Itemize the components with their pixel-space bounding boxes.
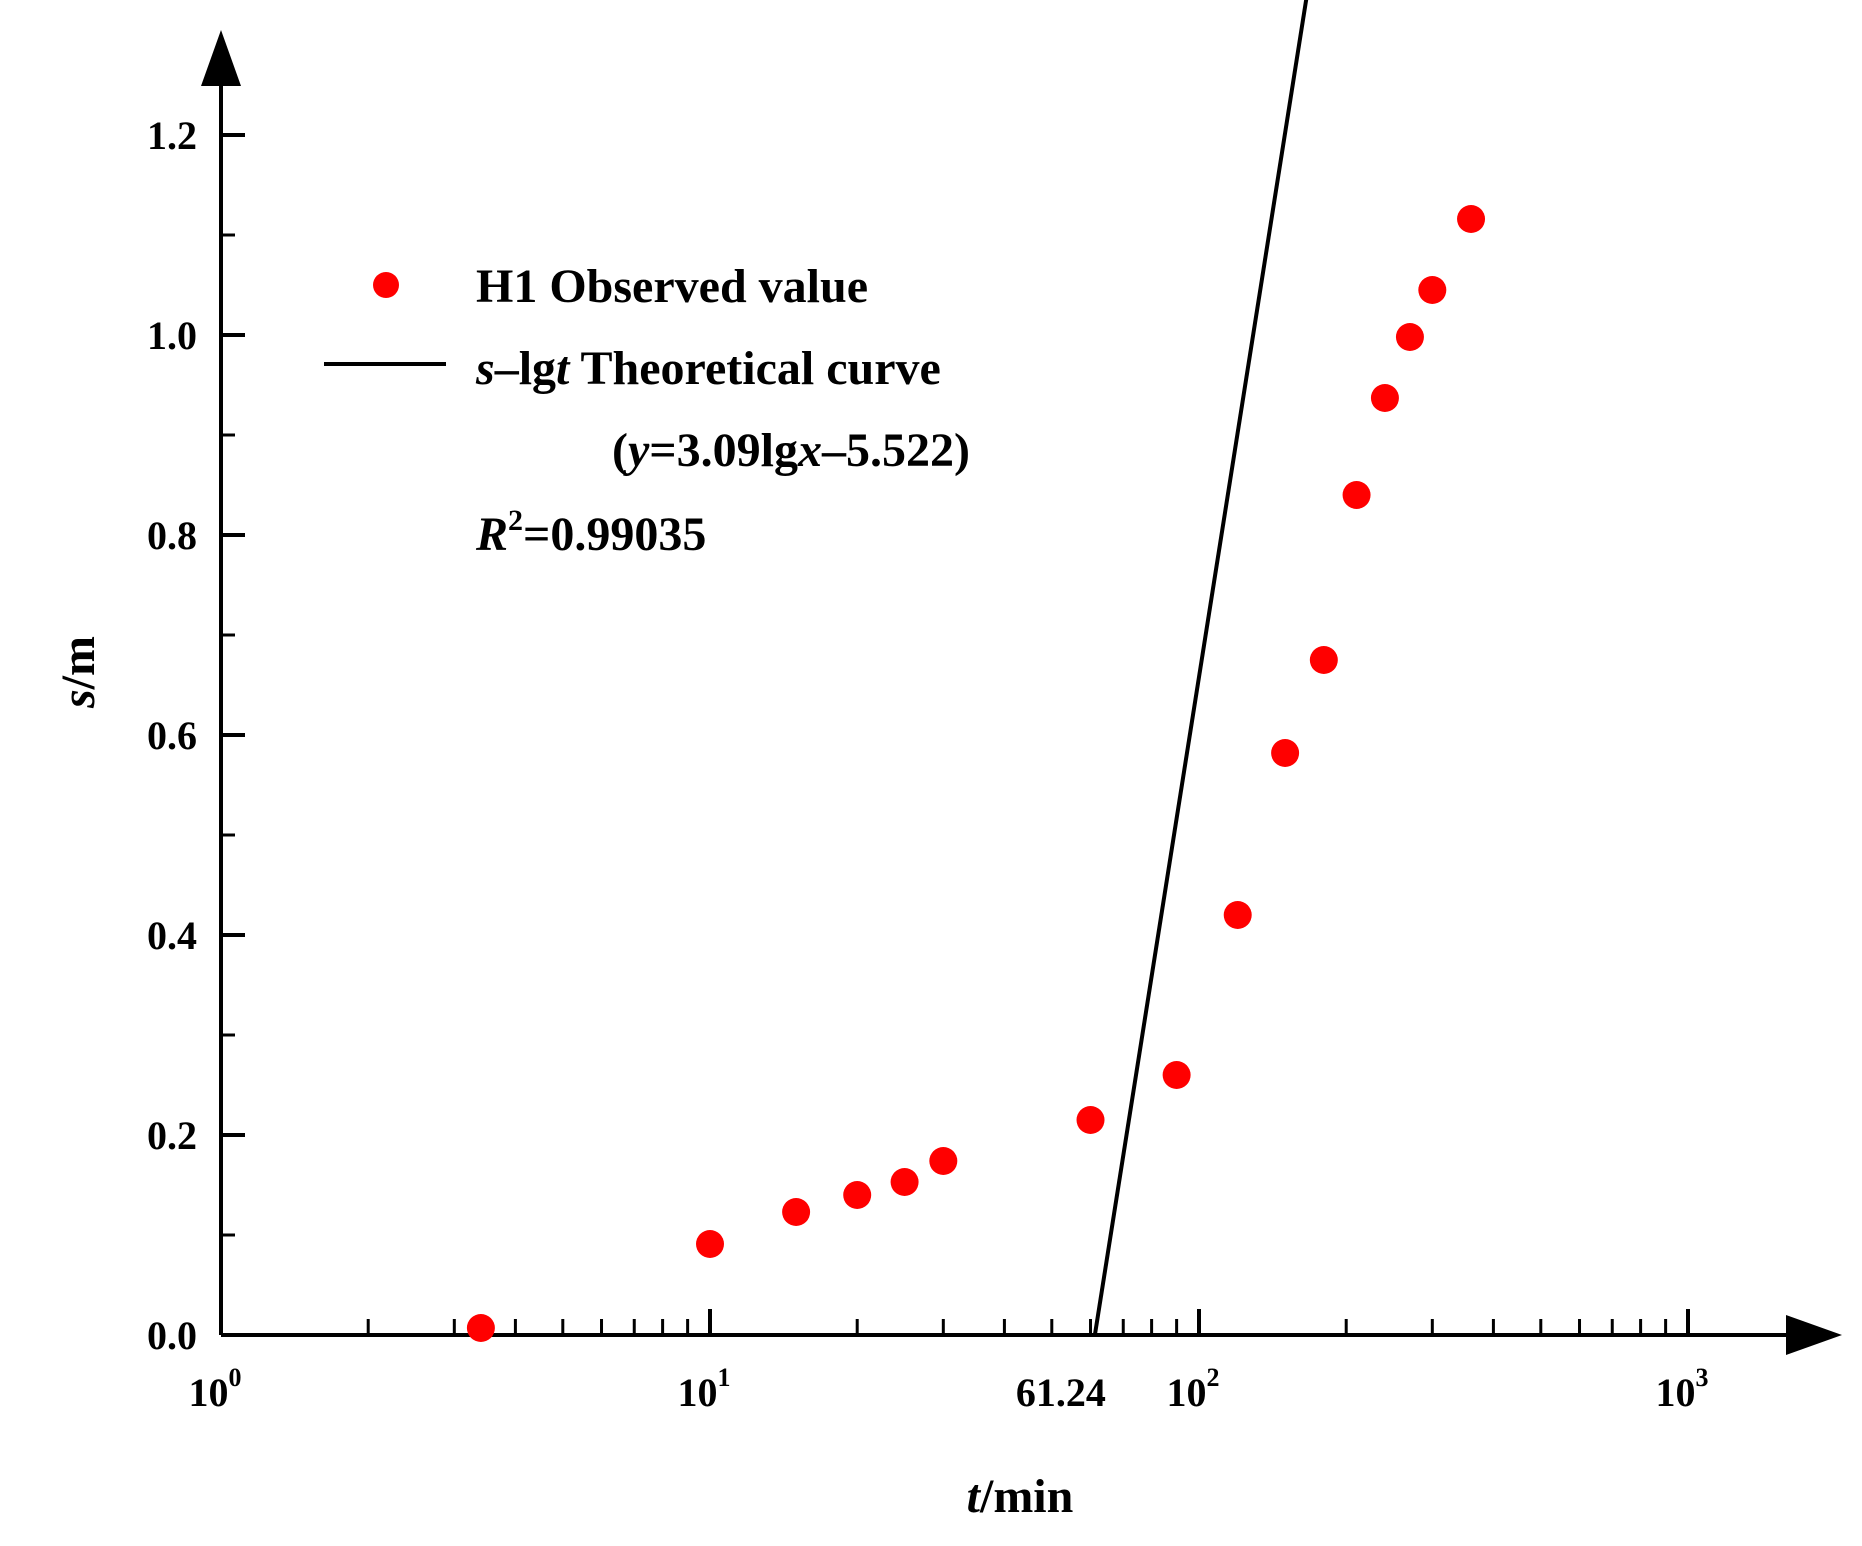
y-tick-label: 0.2 — [147, 1113, 197, 1158]
data-point — [1271, 739, 1300, 767]
y-tick-label: 1.2 — [147, 113, 197, 158]
data-point — [466, 1314, 495, 1342]
x-tick-label: 100 — [189, 1363, 242, 1415]
y-tick-label: 0.0 — [147, 1313, 197, 1358]
data-point — [890, 1168, 919, 1196]
x-tick-exponent: 3 — [1696, 1363, 1709, 1392]
legend: H1 Observed value s–lgt Theoretical curv… — [324, 260, 970, 561]
data-point — [843, 1181, 872, 1209]
y-tick-label: 0.4 — [147, 913, 197, 958]
y-axis-title-rest: /m — [52, 636, 105, 690]
legend-label-lg: –lg — [494, 342, 556, 395]
y-axis-title: s/m — [52, 636, 105, 709]
legend-eq-x: x — [797, 424, 822, 477]
data-point — [1395, 323, 1424, 351]
x-tick-exponent: 0 — [229, 1363, 242, 1392]
fit-line-layer — [1092, 0, 1309, 1336]
legend-eq-tail: –5.522) — [821, 424, 970, 477]
legend-eq-open: ( — [612, 424, 628, 477]
x-tick-exponent: 2 — [1207, 1363, 1220, 1392]
data-point — [929, 1147, 958, 1175]
data-point — [782, 1198, 811, 1226]
data-point — [1342, 481, 1371, 509]
legend-eq-mid: =3.09lg — [649, 424, 798, 477]
legend-marker-observed — [373, 272, 399, 298]
y-tick-label: 1.0 — [147, 313, 197, 358]
data-point — [1162, 1061, 1191, 1089]
legend-equation: (y=3.09lgx–5.522) — [612, 424, 970, 477]
legend-label-observed: H1 Observed value — [476, 260, 868, 313]
data-point — [1457, 205, 1486, 233]
legend-label-s: s — [475, 342, 495, 395]
legend-eq-y: y — [623, 424, 650, 477]
x-axis-arrow — [1786, 1315, 1842, 1355]
x-axis-title: t/min — [967, 1470, 1074, 1523]
x-tick-label: 102 — [1167, 1363, 1220, 1415]
data-point — [1309, 646, 1338, 674]
fit-line — [1092, 0, 1309, 1336]
legend-label-theoretical: s–lgt Theoretical curve — [475, 342, 941, 395]
y-axis-arrow — [201, 30, 241, 86]
y-ticks: 0.0 0.2 0.4 0.6 0.8 1.0 1.2 — [147, 113, 245, 1358]
x-tick-label: 103 — [1656, 1363, 1709, 1415]
data-point — [1370, 384, 1399, 412]
x-tick-exponent: 1 — [718, 1363, 731, 1392]
points-layer — [466, 205, 1486, 1342]
data-point — [1418, 276, 1447, 304]
legend-r: R — [475, 508, 508, 561]
legend-label-rest: Theoretical curve — [569, 342, 940, 395]
legend-label-t: t — [556, 342, 571, 395]
y-tick-label: 0.8 — [147, 513, 197, 558]
data-point — [696, 1230, 724, 1258]
x-axis-title-italic: t — [967, 1470, 982, 1523]
axes — [201, 30, 1842, 1355]
y-axis-title-italic: s — [52, 689, 105, 709]
legend-r-value: =0.99035 — [523, 508, 706, 561]
legend-r-squared: R2=0.99035 — [475, 504, 706, 561]
x-axis-title-rest: /min — [979, 1470, 1073, 1523]
x-extra-tick-label: 61.24 — [1016, 1370, 1106, 1415]
legend-r-sup: 2 — [508, 504, 523, 537]
y-tick-label: 0.6 — [147, 713, 197, 758]
x-tick-label: 101 — [678, 1363, 731, 1415]
data-point — [1223, 901, 1252, 929]
data-point — [1076, 1106, 1105, 1134]
